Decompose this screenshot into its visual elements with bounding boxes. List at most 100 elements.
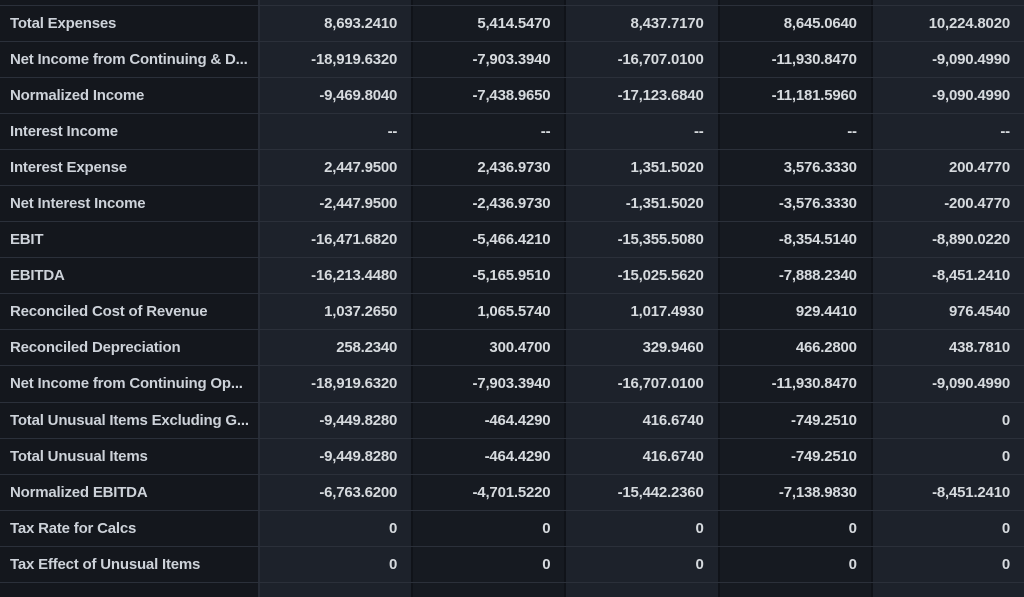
cell-value: -7,138.9830: [717, 474, 871, 510]
cell-value: -4,701.5220: [411, 474, 565, 510]
cell-value: -3,576.3330: [717, 185, 871, 222]
table-row: Total Unusual Items Excluding G... -9,449…: [0, 401, 1024, 438]
row-label: Reconciled Cost of Revenue: [0, 294, 258, 330]
table-row: Normalized Income -9,469.8040 -7,438.9650-…: [0, 76, 1024, 113]
cell-value: -18,919.6320: [258, 366, 412, 402]
table-row: Reconciled Depreciation 258.2340 300.4700 3…: [0, 329, 1024, 366]
cell-value: --: [258, 113, 412, 149]
table-row: Net Income from Continuing & D... -18,919…: [0, 40, 1024, 77]
cell-value: -11,181.5960: [717, 77, 871, 113]
table-row: Normalized EBITDA -6,763.6200 -4,701.5220-…: [0, 473, 1024, 510]
partial-row-bottom: [0, 582, 1024, 597]
cell-value: 5,414.5470: [411, 5, 565, 41]
cell-value: 8,645.0640: [717, 5, 871, 41]
cell-value: --: [870, 113, 1024, 149]
cell-value: [258, 0, 412, 5]
cell-value: -8,451.2410: [870, 474, 1024, 510]
cell-value: 1,065.5740: [411, 294, 565, 330]
cell-value: -15,025.5620: [564, 258, 718, 294]
table-row: Net Income from Continuing Op... -18,919.…: [0, 365, 1024, 402]
cell-value: -18,919.6320: [258, 41, 412, 77]
cell-value: -9,090.4990: [870, 41, 1024, 77]
table-row: Tax Effect of Unusual Items 0 0 0 0 0: [0, 545, 1024, 582]
table-row: EBITDA -16,213.4480 -5,165.9510 -15,025.562…: [0, 257, 1024, 294]
cell-value: 10,224.8020: [870, 5, 1024, 41]
table-row: Interest Income -- -- -- -- --: [0, 112, 1024, 149]
cell-value: -8,451.2410: [870, 258, 1024, 294]
cell-value: -749.2510: [717, 402, 871, 438]
cell-value: 1,017.4930: [564, 294, 718, 330]
table-row: EBIT -16,471.6820 -5,466.4210 -15,355.5080-…: [0, 221, 1024, 258]
cell-value: 438.7810: [870, 330, 1024, 366]
row-label: Net Income from Continuing & D...: [0, 41, 258, 77]
row-label: Net Income from Continuing Op...: [0, 366, 258, 402]
cell-value: [717, 0, 871, 5]
cell-value: 0: [870, 402, 1024, 438]
cell-value: 0: [258, 510, 412, 546]
cell-value: -7,903.3940: [411, 366, 565, 402]
row-label: Tax Effect of Unusual Items: [0, 546, 258, 582]
row-label: EBIT: [0, 222, 258, 258]
cell-value: 1,351.5020: [564, 149, 718, 185]
cell-value: 3,576.3330: [717, 149, 871, 185]
cell-value: 329.9460: [564, 330, 718, 366]
row-label: Reconciled Depreciation: [0, 330, 258, 366]
table-row: Reconciled Cost of Revenue 1,037.2650 1,06…: [0, 293, 1024, 330]
cell-value: -7,888.2340: [717, 258, 871, 294]
cell-value: 0: [411, 510, 565, 546]
cell-value: -9,449.8280: [258, 402, 412, 438]
cell-value: 1,037.2650: [258, 294, 412, 330]
cell-value: 300.4700: [411, 330, 565, 366]
table-row: Total Unusual Items -9,449.8280 -464.4290 4…: [0, 437, 1024, 474]
cell-value: 0: [870, 510, 1024, 546]
cell-value: -6,763.6200: [258, 474, 412, 510]
cell-value: 2,447.9500: [258, 149, 412, 185]
cell-value: --: [717, 113, 871, 149]
cell-value: -11,930.8470: [717, 366, 871, 402]
cell-value: [564, 0, 718, 5]
cell-value: 0: [564, 546, 718, 582]
cell-value: -15,442.2360: [564, 474, 718, 510]
cell-value: -16,213.4480: [258, 258, 412, 294]
cell-value: --: [564, 113, 718, 149]
row-label: Total Unusual Items: [0, 438, 258, 474]
cell-value: -9,449.8280: [258, 438, 412, 474]
cell-value: 0: [258, 546, 412, 582]
cell-value: 929.4410: [717, 294, 871, 330]
cell-value: -16,471.6820: [258, 222, 412, 258]
cell-value: 976.4540: [870, 294, 1024, 330]
cell-value: -464.4290: [411, 402, 565, 438]
cell-value: [870, 0, 1024, 5]
cell-value: -9,469.8040: [258, 77, 412, 113]
row-label: Normalized EBITDA: [0, 474, 258, 510]
cell-value: [411, 0, 565, 5]
row-label: Tax Rate for Calcs: [0, 510, 258, 546]
cell-value: 0: [411, 546, 565, 582]
table-row: Interest Expense 2,447.9500 2,436.9730 1,35…: [0, 148, 1024, 185]
row-label: Total Expenses: [0, 5, 258, 41]
cell-value: -7,438.9650: [411, 77, 565, 113]
cell-value: -9,090.4990: [870, 77, 1024, 113]
cell-value: 0: [717, 510, 871, 546]
cell-value: -200.4770: [870, 185, 1024, 222]
partial-row-top: [0, 0, 1024, 5]
cell-value: -16,707.0100: [564, 41, 718, 77]
cell-value: [564, 583, 718, 597]
cell-value: -1,351.5020: [564, 185, 718, 222]
cell-value: [870, 583, 1024, 597]
cell-value: -11,930.8470: [717, 41, 871, 77]
cell-value: [717, 583, 871, 597]
cell-value: 2,436.9730: [411, 149, 565, 185]
cell-value: -9,090.4990: [870, 366, 1024, 402]
row-label: EBITDA: [0, 258, 258, 294]
cell-value: 0: [870, 438, 1024, 474]
cell-value: 8,437.7170: [564, 5, 718, 41]
cell-value: 416.6740: [564, 438, 718, 474]
cell-value: -5,466.4210: [411, 222, 565, 258]
cell-value: -15,355.5080: [564, 222, 718, 258]
cell-value: 0: [564, 510, 718, 546]
row-label: Interest Income: [0, 113, 258, 149]
cell-value: -17,123.6840: [564, 77, 718, 113]
table-row: Total Expenses 8,693.2410 5,414.5470 8,437.…: [0, 4, 1024, 41]
